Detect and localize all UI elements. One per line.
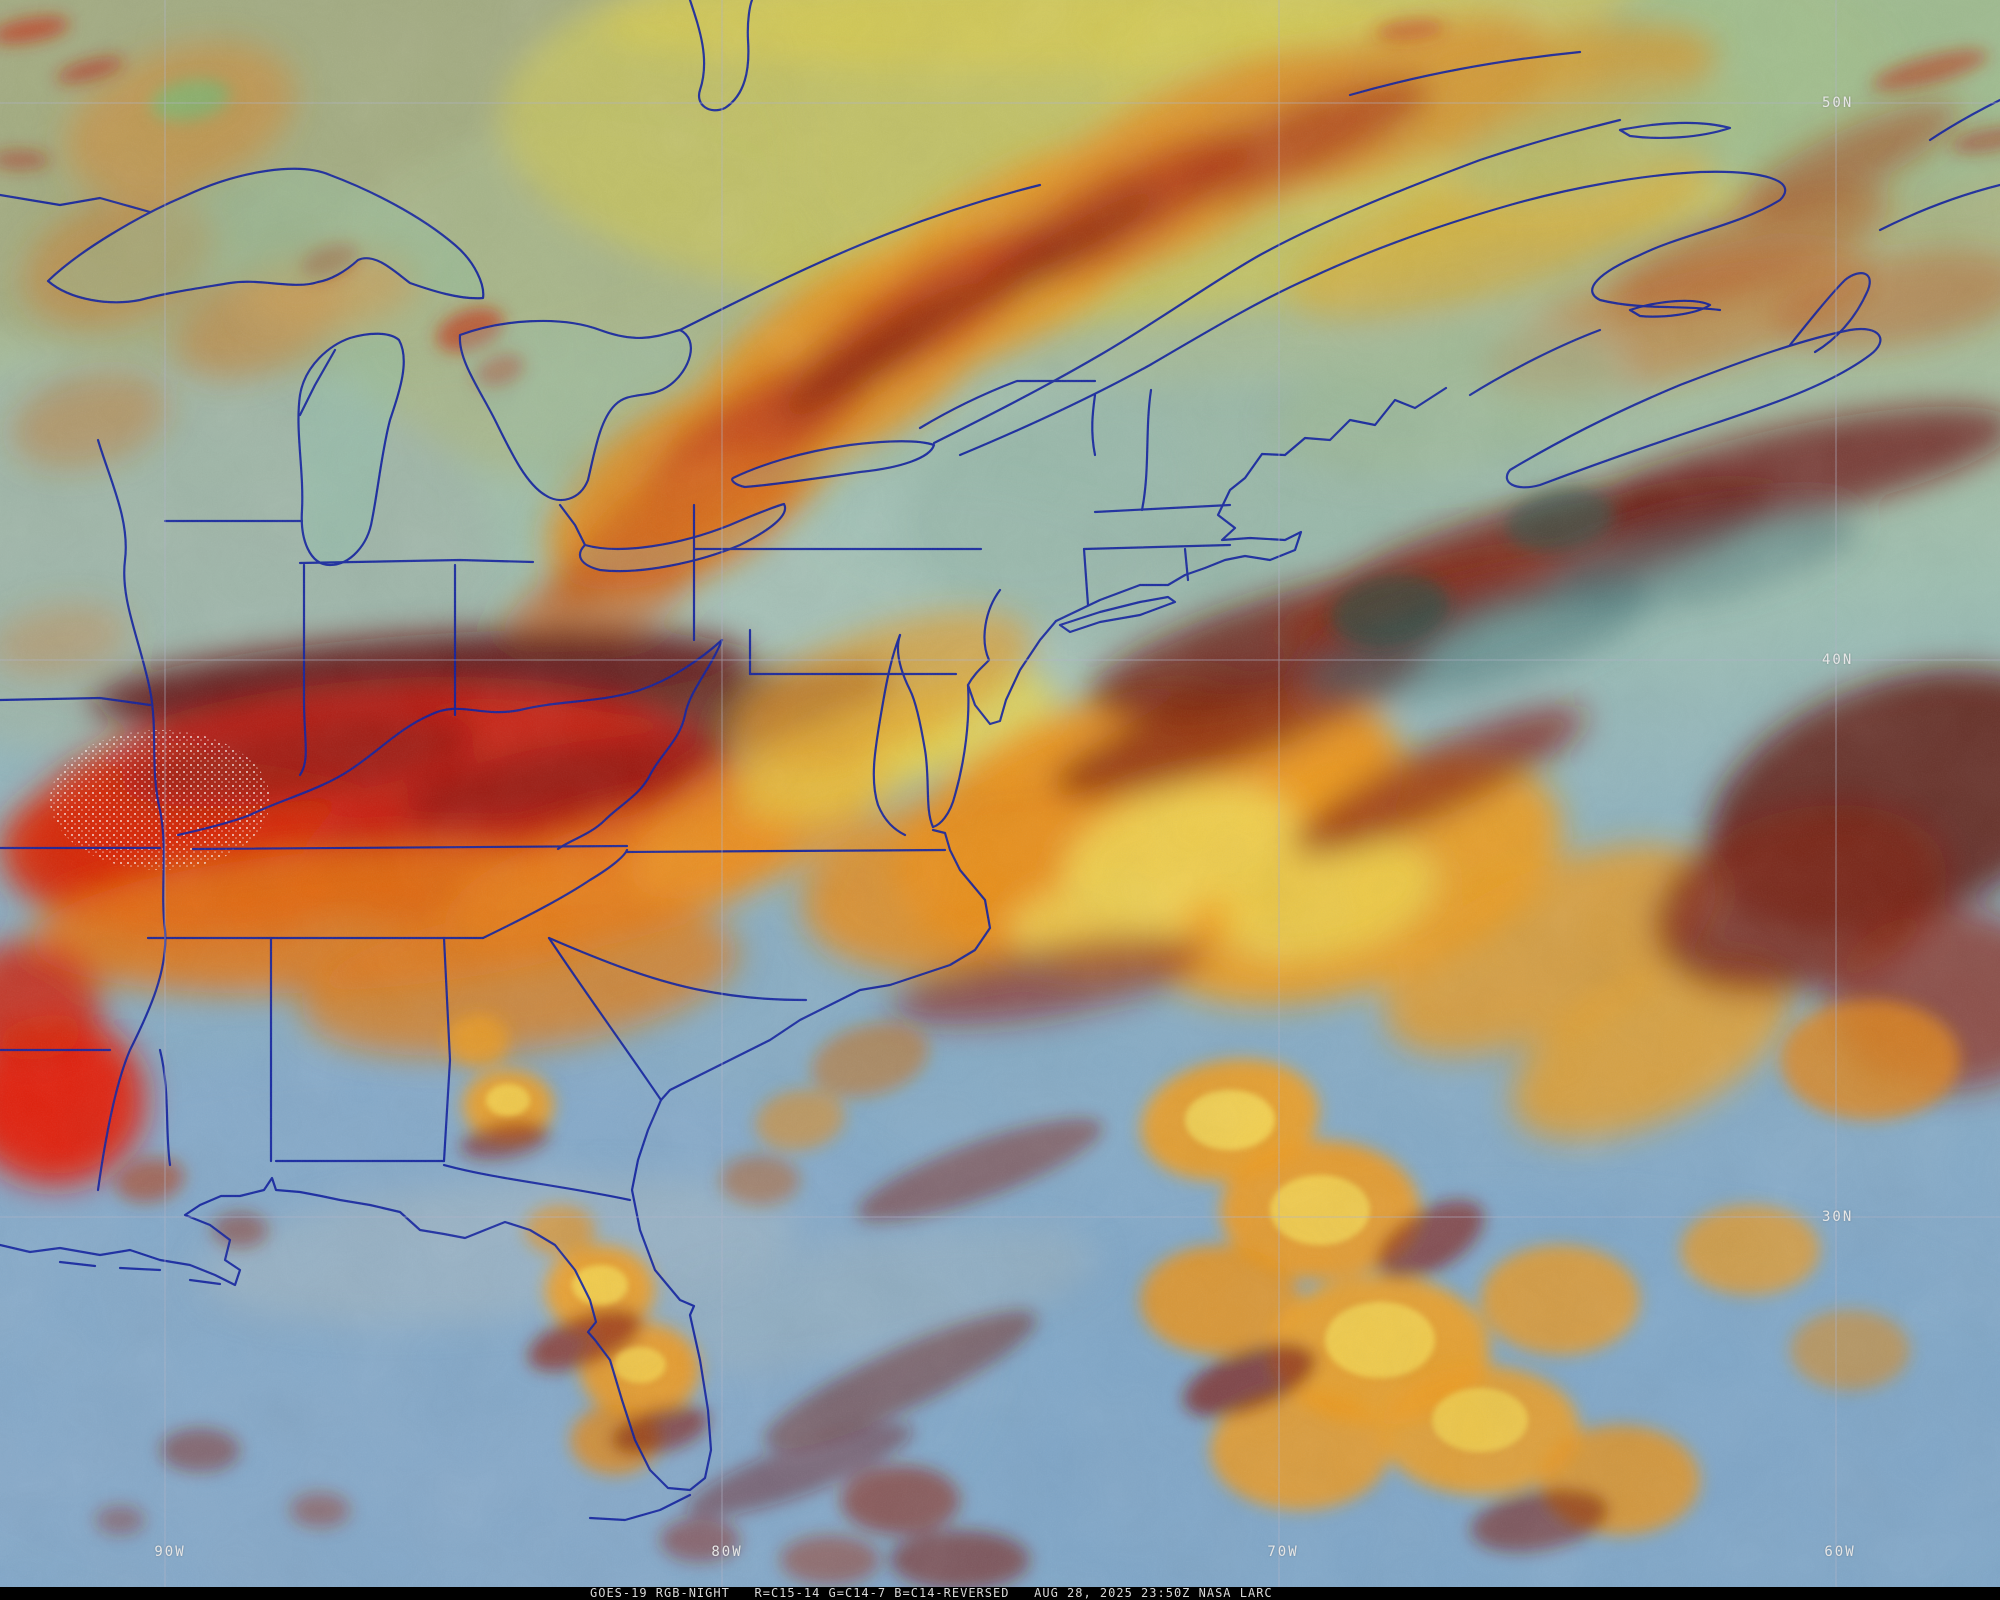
lat-label-30n: 30N: [1822, 1209, 1854, 1225]
lat-label-40n: 40N: [1822, 652, 1854, 668]
lon-label-90w: 90W: [154, 1544, 186, 1560]
lon-label-70w: 70W: [1267, 1544, 1299, 1560]
lon-label-60w: 60W: [1824, 1544, 1856, 1560]
caption-text: GOES-19 RGB-NIGHT R=C15-14 G=C14-7 B=C14…: [590, 1586, 1273, 1600]
lat-label-50n: 50N: [1822, 95, 1854, 111]
caption-bar: GOES-19 RGB-NIGHT R=C15-14 G=C14-7 B=C14…: [0, 1587, 2000, 1600]
lon-label-80w: 80W: [711, 1544, 743, 1560]
